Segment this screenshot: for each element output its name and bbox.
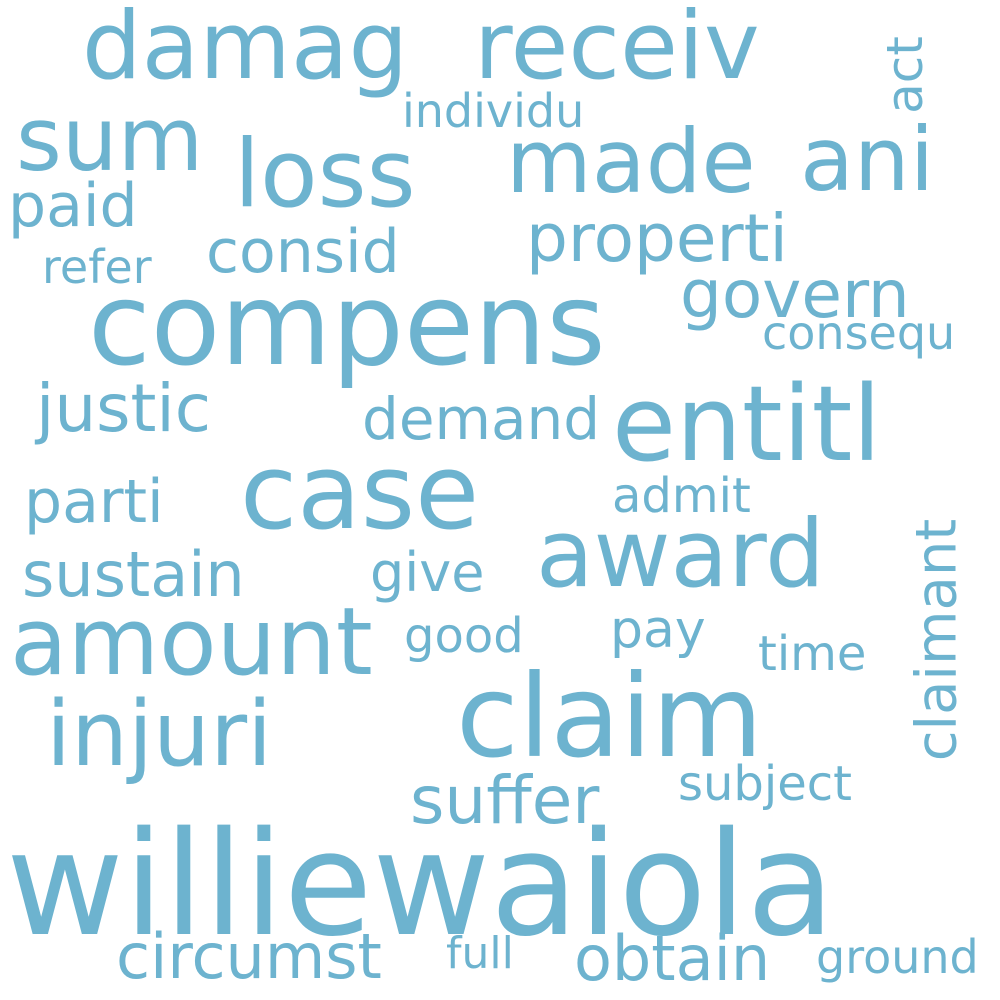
word-ani: ani	[800, 108, 935, 211]
word-time: time	[758, 626, 867, 682]
word-properti: properti	[526, 200, 788, 277]
word-subject: subject	[678, 756, 852, 812]
word-individu: individu	[402, 84, 585, 138]
word-case: case	[240, 431, 480, 553]
word-claimant: claimant	[903, 518, 969, 762]
word-give: give	[370, 541, 485, 604]
word-pay: pay	[610, 600, 706, 660]
word-sum: sum	[16, 88, 204, 191]
word-obtain: obtain	[574, 922, 771, 995]
word-compens: compens	[88, 258, 606, 391]
word-claim: claim	[456, 650, 763, 783]
word-refer: refer	[42, 240, 152, 294]
word-williewaiola: williewaiola	[6, 800, 835, 968]
word-injuri: injuri	[46, 682, 273, 787]
word-damag: damag	[82, 0, 409, 101]
word-justic: justic	[36, 370, 212, 447]
word-loss: loss	[234, 120, 416, 229]
word-receiv: receiv	[474, 0, 760, 101]
word-suffer: suffer	[410, 762, 600, 839]
word-consid: consid	[206, 217, 400, 287]
word-consequ: consequ	[762, 306, 956, 360]
word-demand: demand	[362, 385, 601, 453]
word-good: good	[404, 608, 524, 664]
word-amount: amount	[10, 588, 373, 697]
word-circumst: circumst	[116, 920, 382, 993]
word-entitl: entitl	[612, 363, 882, 485]
word-paid: paid	[8, 171, 138, 241]
word-full: full	[446, 928, 514, 979]
word-act: act	[875, 36, 934, 114]
word-parti: parti	[24, 467, 164, 537]
word-made: made	[506, 110, 756, 213]
word-govern: govern	[680, 256, 910, 333]
word-sustain: sustain	[22, 538, 245, 611]
word-award: award	[536, 500, 825, 609]
word-admit: admit	[612, 468, 751, 524]
word-ground: ground	[816, 930, 979, 984]
